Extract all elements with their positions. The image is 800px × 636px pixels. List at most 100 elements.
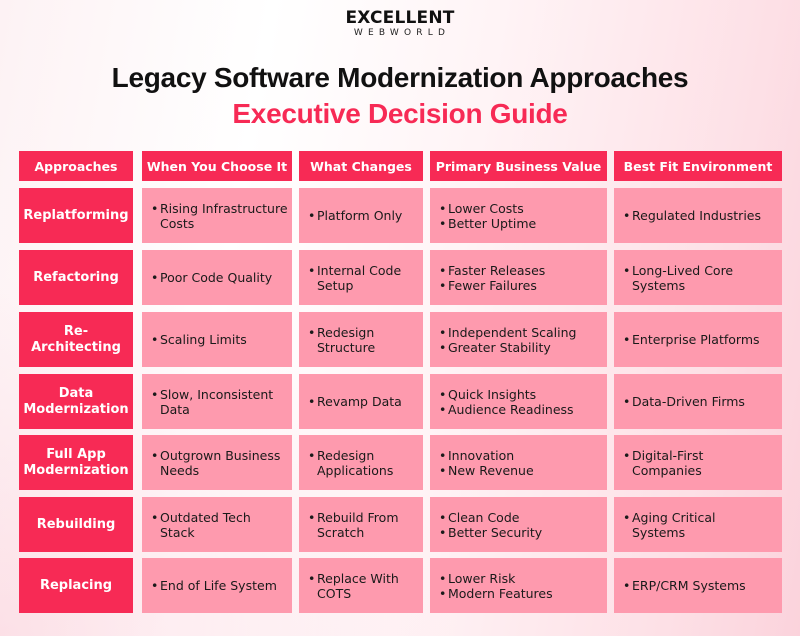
primary-business-value-cell: • Faster Releases • Fewer Failures <box>430 250 607 305</box>
primary-business-value-cell: • Quick Insights • Audience Readiness <box>430 374 607 429</box>
bullet-icon: • <box>151 386 159 402</box>
bullet-list: • Clean Code • Better Security <box>439 510 542 540</box>
list-item: • Lower Costs <box>439 201 536 216</box>
logo-subtext: WEBWORLD <box>353 28 451 38</box>
approach-label: Replacing <box>39 577 113 593</box>
list-item: • Faster Releases <box>439 263 545 278</box>
list-item: • Platform Only <box>308 208 402 223</box>
approach-label: Full App Modernization <box>23 446 129 478</box>
item-text: Replace With COTS <box>317 570 399 601</box>
what-changes-cell: • Redesign Structure <box>299 312 423 367</box>
bullet-list: • Rebuild From Scratch <box>308 510 399 540</box>
bullet-icon: • <box>308 447 316 463</box>
item-text: Audience Readiness <box>448 401 574 417</box>
item-text: Enterprise Platforms <box>632 332 760 347</box>
item-text: Outdated Tech Stack <box>160 509 251 540</box>
item-text: Slow, Inconsistent Data <box>160 386 274 417</box>
list-item: • End of Life System <box>151 578 277 593</box>
list-item: • Poor Code Quality <box>151 270 272 285</box>
bullet-icon: • <box>439 401 447 417</box>
bullet-icon: • <box>308 570 316 586</box>
approach-cell: Refactoring <box>19 250 133 305</box>
approach-label: Replatforming <box>23 207 129 223</box>
bullet-icon: • <box>151 509 159 525</box>
list-item: • Revamp Data <box>308 394 402 409</box>
item-text: ERP/CRM Systems <box>632 578 746 593</box>
bullet-icon: • <box>623 578 631 593</box>
what-changes-cell: • Revamp Data <box>299 374 423 429</box>
header-when-you-choose-it: When You Choose It <box>142 151 292 181</box>
bullet-icon: • <box>308 262 316 278</box>
list-item: • Enterprise Platforms <box>623 332 760 347</box>
bullet-icon: • <box>623 262 631 278</box>
bullet-icon: • <box>439 447 447 463</box>
bullet-icon: • <box>439 324 447 340</box>
primary-business-value-cell: • Lower Risk • Modern Features <box>430 558 607 613</box>
primary-business-value-cell: • Clean Code • Better Security <box>430 497 607 552</box>
bullet-list: • Lower Risk • Modern Features <box>439 571 553 601</box>
bullet-list: • Data-Driven Firms <box>623 394 745 409</box>
item-text: New Revenue <box>448 462 534 478</box>
approach-cell: Full App Modernization <box>19 435 133 490</box>
item-text: Modern Features <box>448 585 553 601</box>
list-item: • Replace With COTS <box>308 571 399 601</box>
list-item: • Redesign Applications <box>308 448 393 478</box>
list-item: • Quick Insights <box>439 387 574 402</box>
bullet-list: • Slow, Inconsistent Data <box>151 387 273 417</box>
approach-cell: Re-Architecting <box>19 312 133 367</box>
bullet-list: • Digital-First Companies <box>623 448 703 478</box>
list-item: • Internal Code Setup <box>308 263 401 293</box>
bullet-icon: • <box>439 215 447 231</box>
list-item: • Data-Driven Firms <box>623 394 745 409</box>
bullet-list: • Outgrown Business Needs <box>151 448 280 478</box>
best-fit-environment-cell: • Long-Lived Core Systems <box>614 250 782 305</box>
item-text: Lower Costs <box>448 200 524 216</box>
best-fit-environment-cell: • ERP/CRM Systems <box>614 558 782 613</box>
primary-business-value-cell: • Lower Costs • Better Uptime <box>430 188 607 243</box>
what-changes-cell: • Redesign Applications <box>299 435 423 490</box>
header-approaches: Approaches <box>19 151 133 181</box>
bullet-list: • ERP/CRM Systems <box>623 578 746 593</box>
item-text: Clean Code <box>448 509 520 525</box>
bullet-list: • Faster Releases • Fewer Failures <box>439 263 545 293</box>
item-text: End of Life System <box>160 578 277 593</box>
item-text: Scaling Limits <box>160 332 247 347</box>
list-item: • Lower Risk <box>439 571 553 586</box>
list-item: • Clean Code <box>439 510 542 525</box>
bullet-icon: • <box>439 570 447 586</box>
bullet-icon: • <box>151 332 159 347</box>
list-item: • Better Uptime <box>439 216 536 231</box>
bullet-icon: • <box>439 386 447 402</box>
bullet-icon: • <box>439 585 447 601</box>
what-changes-cell: • Internal Code Setup <box>299 250 423 305</box>
bullet-list: • Independent Scaling • Greater Stability <box>439 325 576 355</box>
list-item: • Outdated Tech Stack <box>151 510 251 540</box>
approach-label: Re-Architecting <box>31 323 121 355</box>
brand-logo: EXCELLENT WEBWORLD <box>0 8 800 38</box>
list-item: • Innovation <box>439 448 534 463</box>
best-fit-environment-cell: • Digital-First Companies <box>614 435 782 490</box>
best-fit-environment-cell: • Regulated Industries <box>614 188 782 243</box>
item-text: Rebuild From Scratch <box>317 509 399 540</box>
bullet-icon: • <box>439 462 447 478</box>
bullet-icon: • <box>151 200 159 216</box>
when-you-choose-it-cell: • Outgrown Business Needs <box>142 435 292 490</box>
when-you-choose-it-cell: • End of Life System <box>142 558 292 613</box>
bullet-list: • Aging Critical Systems <box>623 510 716 540</box>
bullet-icon: • <box>439 200 447 216</box>
best-fit-environment-cell: • Data-Driven Firms <box>614 374 782 429</box>
list-item: • Greater Stability <box>439 340 576 355</box>
header-label: What Changes <box>310 158 412 174</box>
item-text: Faster Releases <box>448 262 546 278</box>
bullet-icon: • <box>439 339 447 355</box>
item-text: Rising Infrastructure Costs <box>160 200 288 231</box>
what-changes-cell: • Replace With COTS <box>299 558 423 613</box>
bullet-list: • Redesign Applications <box>308 448 393 478</box>
bullet-icon: • <box>623 509 631 525</box>
item-text: Lower Risk <box>448 570 516 586</box>
item-text: Aging Critical Systems <box>632 509 716 540</box>
page-subtitle: Executive Decision Guide <box>232 98 568 129</box>
list-item: • Redesign Structure <box>308 325 375 355</box>
item-text: Internal Code Setup <box>317 262 402 293</box>
item-text: Fewer Failures <box>448 277 537 293</box>
